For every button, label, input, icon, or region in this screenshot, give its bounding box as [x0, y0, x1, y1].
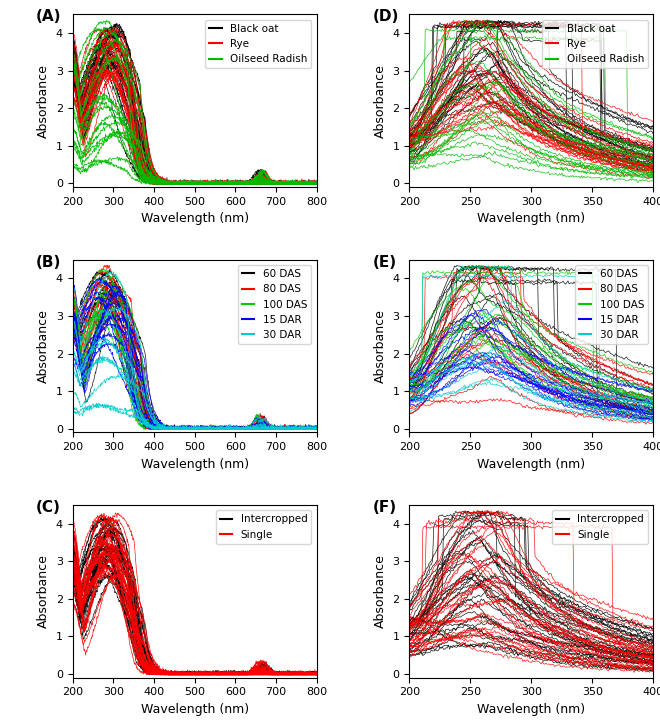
- Text: (B): (B): [36, 255, 61, 270]
- Legend: Black oat, Rye, Oilseed Radish: Black oat, Rye, Oilseed Radish: [205, 19, 312, 68]
- Y-axis label: Absorbance: Absorbance: [37, 64, 50, 138]
- Legend: Black oat, Rye, Oilseed Radish: Black oat, Rye, Oilseed Radish: [542, 19, 648, 68]
- X-axis label: Wavelength (nm): Wavelength (nm): [477, 458, 585, 471]
- Y-axis label: Absorbance: Absorbance: [37, 554, 50, 628]
- Text: (D): (D): [373, 9, 399, 25]
- X-axis label: Wavelength (nm): Wavelength (nm): [141, 703, 249, 716]
- Y-axis label: Absorbance: Absorbance: [37, 309, 50, 383]
- Text: (A): (A): [36, 9, 61, 25]
- X-axis label: Wavelength (nm): Wavelength (nm): [141, 458, 249, 471]
- Text: (F): (F): [373, 500, 397, 515]
- Y-axis label: Absorbance: Absorbance: [374, 309, 387, 383]
- Text: (E): (E): [373, 255, 397, 270]
- Legend: 60 DAS, 80 DAS, 100 DAS, 15 DAR, 30 DAR: 60 DAS, 80 DAS, 100 DAS, 15 DAR, 30 DAR: [574, 265, 648, 344]
- Text: (C): (C): [36, 500, 61, 515]
- Y-axis label: Absorbance: Absorbance: [374, 64, 387, 138]
- Legend: 60 DAS, 80 DAS, 100 DAS, 15 DAR, 30 DAR: 60 DAS, 80 DAS, 100 DAS, 15 DAR, 30 DAR: [238, 265, 312, 344]
- X-axis label: Wavelength (nm): Wavelength (nm): [477, 703, 585, 716]
- Legend: Intercropped, Single: Intercropped, Single: [552, 510, 648, 544]
- X-axis label: Wavelength (nm): Wavelength (nm): [141, 213, 249, 226]
- X-axis label: Wavelength (nm): Wavelength (nm): [477, 213, 585, 226]
- Legend: Intercropped, Single: Intercropped, Single: [216, 510, 312, 544]
- Y-axis label: Absorbance: Absorbance: [374, 554, 387, 628]
